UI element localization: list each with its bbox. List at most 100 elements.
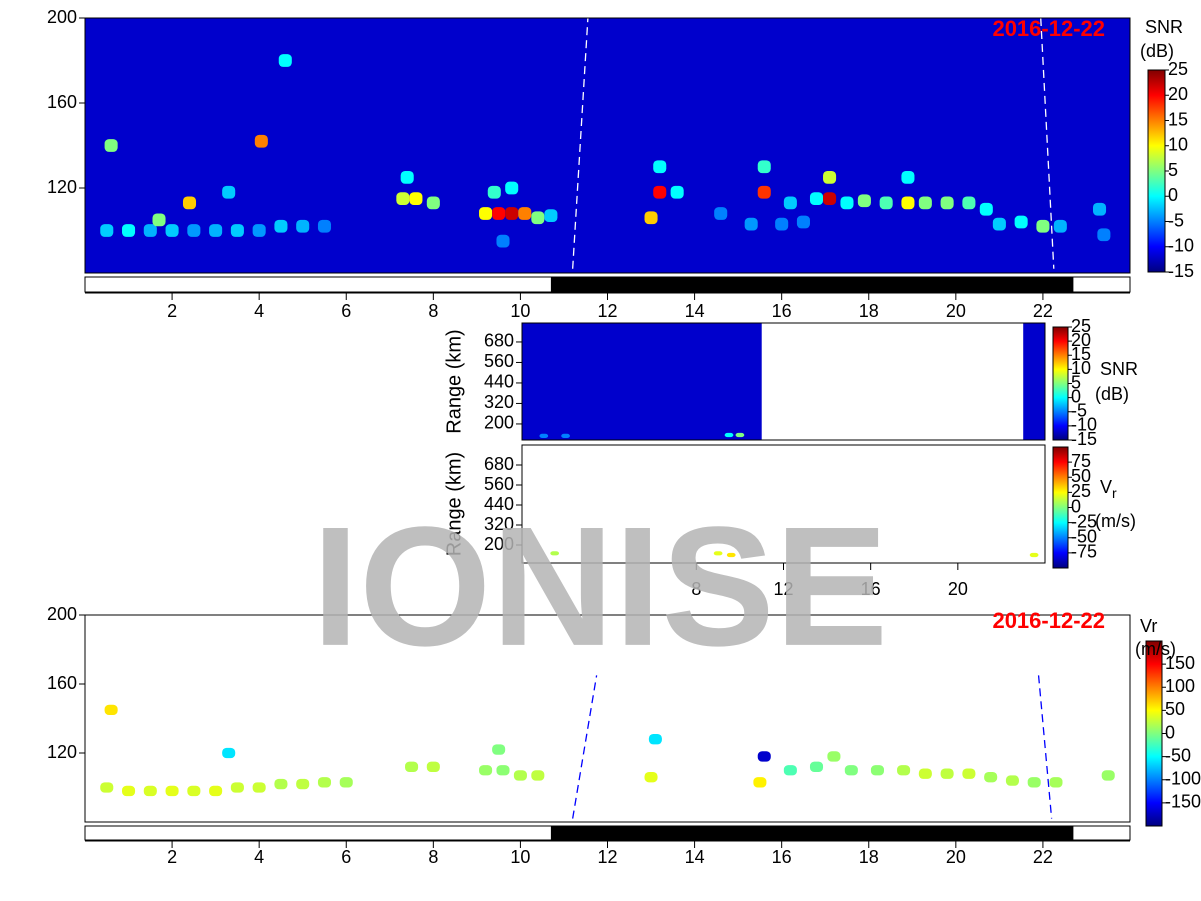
date-label: 2016-12-22 — [992, 608, 1105, 633]
x-tick-label: 8 — [428, 847, 438, 867]
cell — [165, 224, 179, 237]
y-tick-label: 680 — [484, 454, 514, 474]
x-tick-label: 18 — [859, 847, 879, 867]
plot-area — [100, 675, 1115, 819]
y-tick-label: 560 — [484, 474, 514, 494]
colorbar-label: Vr — [1100, 477, 1117, 501]
background-coverage — [1023, 323, 1045, 440]
colorbar-tick-label: 25 — [1071, 316, 1091, 336]
cell — [254, 134, 268, 148]
colorbar-unit: (dB) — [1095, 384, 1129, 404]
cell — [901, 171, 915, 184]
cell — [496, 234, 510, 248]
cell — [518, 207, 532, 220]
y-tick-label: 560 — [484, 351, 514, 371]
colorbar-label-text: SNR — [1145, 17, 1183, 37]
cell — [757, 185, 771, 199]
night-bar — [550, 277, 1074, 292]
cell — [505, 207, 519, 220]
x-tick-label: 8 — [691, 579, 701, 599]
date-label: 2016-12-22 — [992, 16, 1105, 41]
cell — [744, 217, 758, 231]
cell — [544, 209, 558, 222]
plot-area — [522, 323, 1045, 440]
colorbar-tick-label: 75 — [1071, 451, 1091, 471]
panel: 120 160 200 2 4 6 8 10 12 14 16 18 20 22 2016-12-22 150… — [47, 604, 1201, 867]
colorbar-tick-label: -15 — [1071, 429, 1097, 449]
colorbar-unit: (m/s) — [1095, 511, 1136, 531]
cell — [726, 552, 736, 558]
colorbar-tick-label: 0 — [1071, 496, 1081, 516]
night-bar — [550, 826, 1074, 840]
cell — [918, 768, 932, 779]
y-tick-label: 200 — [484, 534, 514, 554]
cell — [979, 202, 993, 216]
colorbar-tick-label: 100 — [1165, 676, 1195, 696]
cell — [222, 747, 236, 759]
y-tick-label: 160 — [47, 92, 77, 112]
colorbar-label-text: SNR — [1100, 359, 1138, 379]
cell — [152, 213, 166, 227]
colorbar-tick-label: 5 — [1071, 372, 1081, 392]
cell — [409, 192, 423, 205]
x-tick-label: 20 — [946, 847, 966, 867]
colorbar-tick-label: 10 — [1071, 358, 1091, 378]
cell — [870, 765, 884, 776]
x-tick-label: 6 — [341, 301, 351, 321]
cell — [400, 171, 414, 184]
cell — [531, 211, 545, 225]
cell — [230, 224, 244, 237]
x-tick-label: 6 — [341, 847, 351, 867]
colorbar-unit: (dB) — [1140, 41, 1174, 61]
colorbar-tick-label: -50 — [1165, 745, 1191, 765]
colorbar-tick-label: 15 — [1168, 109, 1188, 129]
terminator — [572, 18, 589, 269]
cell — [122, 785, 136, 797]
cell — [827, 751, 841, 762]
colorbar-label-sub: r — [1112, 485, 1117, 501]
x-tick-label: 16 — [861, 579, 881, 599]
cell — [100, 782, 114, 793]
watermark: IONISE — [312, 492, 888, 682]
cell — [1092, 202, 1107, 216]
terminator — [572, 675, 598, 819]
colorbar-tick-label: -150 — [1165, 792, 1201, 812]
colorbar — [1052, 446, 1069, 569]
colorbar-tick-label: -15 — [1168, 261, 1194, 281]
cell — [396, 192, 410, 205]
cell — [1027, 777, 1041, 788]
cell — [317, 219, 332, 233]
y-tick-label: 200 — [484, 413, 514, 433]
cell — [122, 224, 136, 237]
x-tick-label: 14 — [685, 847, 705, 867]
cell — [1097, 228, 1111, 242]
colorbar-tick-label: -25 — [1071, 511, 1097, 531]
cell — [274, 778, 288, 790]
colorbar-tick-label: -10 — [1168, 236, 1194, 256]
cell — [653, 185, 667, 199]
cell — [513, 770, 527, 781]
cell — [783, 196, 797, 210]
cell — [879, 196, 893, 210]
y-tick-label: 120 — [47, 177, 77, 197]
cell — [296, 778, 310, 790]
colorbar-label: SNR — [1145, 17, 1183, 37]
cell — [653, 160, 667, 174]
cell — [984, 771, 998, 783]
x-tick-label: 10 — [510, 301, 530, 321]
cell — [962, 768, 976, 779]
cell — [252, 224, 266, 237]
cell — [182, 196, 197, 210]
colorbar — [1145, 640, 1163, 827]
x-tick-label: 22 — [1033, 301, 1053, 321]
cell — [783, 765, 797, 776]
cell — [823, 192, 837, 205]
cell — [479, 765, 493, 776]
colorbar-tick-label: 15 — [1071, 344, 1091, 364]
colorbar-tick-label: -50 — [1071, 527, 1097, 547]
cell — [561, 433, 570, 439]
cell — [753, 777, 767, 788]
cell — [670, 185, 684, 199]
cell — [339, 777, 353, 788]
cell — [187, 785, 201, 797]
